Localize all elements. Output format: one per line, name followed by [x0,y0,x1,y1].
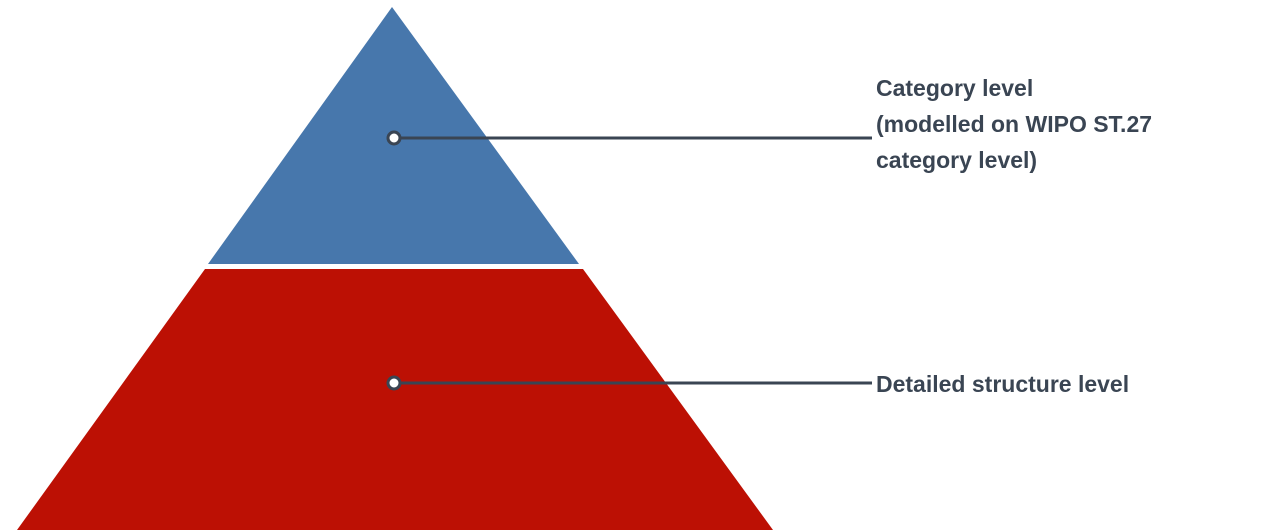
detailed-structure-level-label: Detailed structure level [876,366,1129,402]
connector-dot-bottom [386,375,402,391]
detailed-structure-level-label-line-1: Detailed structure level [876,371,1130,397]
category-level-label-line-2: (modelled on WIPO ST.27 [876,111,1153,137]
category-level-label: Category level (modelled on WIPO ST.27 c… [876,70,1152,178]
category-level-label-line-3: category level) [876,147,1038,173]
connector-dot-top [386,130,402,146]
category-level-label-line-1: Category level [876,75,1034,101]
pyramid-bottom-tier [17,269,773,530]
